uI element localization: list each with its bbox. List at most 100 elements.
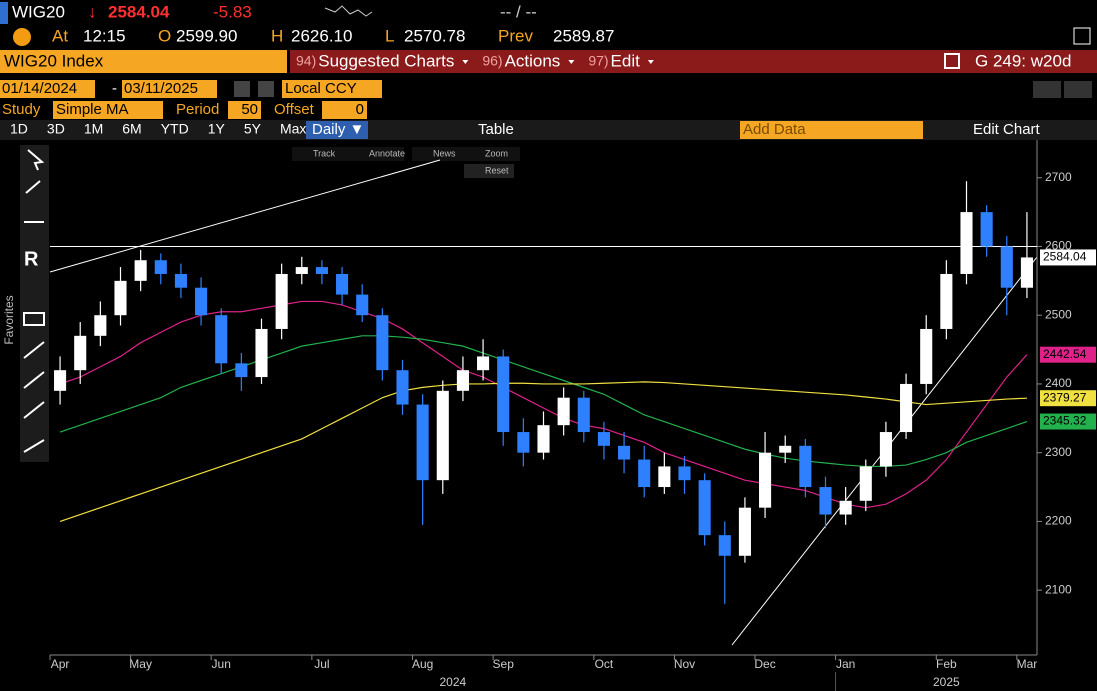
value-tag-label: 2442.54: [1043, 347, 1087, 361]
edit-chart[interactable]: Edit Chart: [973, 121, 1041, 138]
tool-button[interactable]: Zoom: [485, 148, 508, 158]
range-button[interactable]: YTD: [161, 121, 189, 137]
at-label: At: [52, 26, 68, 45]
corner-icon[interactable]: [1073, 27, 1091, 45]
tool-button[interactable]: Reset: [485, 165, 509, 175]
offset-label: Offset: [274, 101, 315, 118]
candle-body: [577, 397, 590, 433]
popout-icon[interactable]: [944, 53, 960, 69]
candle-body: [416, 404, 429, 481]
clock-icon: [13, 28, 31, 46]
x-tick-label: Jul: [314, 657, 329, 671]
candle-body: [315, 267, 328, 274]
candle-body: [94, 315, 107, 336]
value-tag: [1040, 346, 1096, 363]
redo-btn[interactable]: [1064, 81, 1092, 98]
page-code[interactable]: G 249: w20d: [975, 51, 1071, 70]
range-button[interactable]: 1D: [10, 121, 28, 137]
range-button[interactable]: 6M: [122, 121, 141, 137]
segment-tool[interactable]: [23, 401, 45, 419]
date-dash: -: [112, 80, 117, 97]
candle-body: [638, 459, 651, 488]
candle-body: [497, 356, 510, 433]
candle-body: [718, 535, 731, 556]
range-button[interactable]: 1M: [84, 121, 103, 137]
pointer-tool[interactable]: [27, 149, 45, 171]
menu-number[interactable]: 97): [588, 53, 608, 69]
favorites: Favorites: [2, 295, 16, 344]
y-tick-label: 2300: [1045, 445, 1072, 459]
candle-body: [658, 466, 671, 488]
tool-button-bg[interactable]: [412, 147, 468, 161]
security: WIG20 Index: [4, 51, 104, 70]
r-tool[interactable]: R: [24, 248, 39, 270]
menu-label[interactable]: Suggested Charts: [318, 51, 454, 70]
tool-button-bg[interactable]: [348, 147, 404, 161]
y-tick-label: 2400: [1045, 376, 1072, 390]
ray-tool[interactable]: [23, 371, 45, 389]
trend-line: [49, 159, 441, 273]
x-tick-label: May: [129, 657, 152, 671]
candle-body: [275, 273, 288, 329]
candle-body: [738, 507, 751, 556]
study-box[interactable]: [53, 101, 163, 119]
menu-label[interactable]: Actions: [505, 51, 561, 70]
tool-button-bg[interactable]: [464, 147, 520, 161]
start-date-box[interactable]: [0, 80, 95, 98]
prev-btn[interactable]: [234, 81, 250, 97]
sparkline: [324, 5, 373, 17]
moving-average: [59, 300, 1028, 509]
table-btn[interactable]: Table: [478, 121, 514, 138]
candle-body: [779, 445, 792, 453]
offset-box[interactable]: [322, 101, 367, 119]
x-tick-label: Aug: [412, 657, 433, 671]
frequency-box[interactable]: [306, 121, 368, 139]
menu-number[interactable]: 94): [296, 53, 316, 69]
period: 50: [241, 101, 258, 118]
bid-ask: -- / --: [500, 2, 537, 21]
candle-body: [678, 466, 691, 481]
y-tick-label: 2200: [1045, 514, 1072, 528]
prev: 2589.87: [553, 26, 614, 45]
end-date-box[interactable]: [122, 80, 217, 98]
tool-button[interactable]: Track: [313, 148, 336, 158]
period-box[interactable]: [228, 101, 261, 119]
trend-tool[interactable]: [23, 341, 45, 359]
candle-body: [477, 356, 490, 371]
menu-label[interactable]: Edit: [611, 51, 641, 70]
candle-body: [618, 445, 631, 460]
y-tick-label: 2700: [1045, 170, 1072, 184]
menu-number[interactable]: 96): [482, 53, 502, 69]
currency: Local CCY: [285, 80, 357, 97]
channel-tool[interactable]: [23, 439, 45, 453]
value-tag-label: 2584.04: [1043, 250, 1087, 264]
pen-tool[interactable]: [25, 180, 41, 194]
security-box[interactable]: [0, 50, 287, 73]
high-label: H: [271, 26, 283, 45]
add-data-box[interactable]: [740, 121, 923, 139]
x-tick-label: Oct: [595, 657, 614, 671]
next-btn[interactable]: [258, 81, 274, 97]
prev-label: Prev: [498, 26, 533, 45]
range-button[interactable]: 3D: [47, 121, 65, 137]
study: Simple MA: [56, 101, 129, 118]
candle-body: [74, 335, 87, 371]
range-button[interactable]: 5Y: [244, 121, 262, 137]
candle-body: [295, 267, 308, 274]
tool-button[interactable]: Annotate: [369, 148, 405, 158]
currency-box[interactable]: [282, 80, 382, 98]
undo-btn[interactable]: [1033, 81, 1061, 98]
candle-body: [255, 328, 268, 378]
change: -5.83: [213, 2, 252, 21]
low: 2570.78: [404, 26, 465, 45]
x-tick-label: Apr: [51, 657, 70, 671]
candle-body: [376, 315, 389, 371]
tool-button-bg[interactable]: [464, 164, 514, 178]
open-label: O: [158, 26, 171, 45]
range-button[interactable]: Max: [280, 121, 306, 137]
rect-tool[interactable]: [23, 312, 45, 326]
x-tick-label: Dec: [754, 657, 775, 671]
tool-button[interactable]: News: [433, 148, 456, 158]
range-button[interactable]: 1Y: [208, 121, 226, 137]
tool-button-bg[interactable]: [292, 147, 348, 161]
